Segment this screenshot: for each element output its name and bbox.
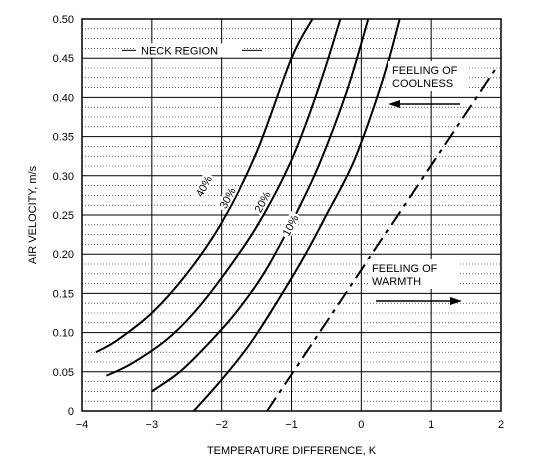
coolness-arrow	[388, 100, 460, 108]
y-tick-label: 0.35	[53, 132, 74, 144]
warmth-label-line2: WARMTH	[372, 276, 421, 288]
x-tick-label: −4	[76, 419, 89, 431]
tick-labels: 0 0.05 0.10 0.15 0.20 0.25 0.30 0.35 0.40 0.45 0.5…	[53, 14, 504, 431]
x-tick-label: 2	[498, 419, 504, 431]
curve-label-background	[192, 171, 216, 201]
curve-label-background	[278, 211, 302, 240]
series-line-10pct	[192, 18, 401, 412]
series-line-40pct	[95, 18, 314, 354]
coolness-label-line1: FEELING OF	[392, 65, 458, 77]
y-tick-label: 0.05	[53, 367, 74, 379]
neck-region-label-background	[136, 43, 242, 58]
warmth-arrow-head	[450, 297, 462, 305]
y-tick-label: 0.25	[53, 210, 74, 222]
series-line-30pct	[105, 18, 342, 377]
x-axis-label: TEMPERATURE DIFFERENCE, K	[207, 445, 377, 457]
x-tick-label: 0	[358, 419, 364, 431]
x-tick-label: −3	[146, 419, 159, 431]
series-line-dashed	[266, 65, 499, 412]
x-tick-label: 1	[428, 419, 434, 431]
y-tick-label: 0.15	[53, 288, 74, 300]
warmth-label-background	[368, 259, 460, 289]
neck-region-label: NECK REGION	[141, 45, 218, 57]
series-group	[95, 18, 499, 412]
x-tick-label: −2	[215, 419, 228, 431]
warmth-arrow	[376, 297, 462, 305]
curve-label-background	[215, 183, 239, 213]
y-axis-label: AIR VELOCITY, m/s	[27, 165, 39, 264]
warmth-label-line1: FEELING OF	[372, 263, 438, 275]
coolness-arrow-head	[388, 100, 400, 108]
series-line-20pct	[151, 18, 370, 393]
y-tick-label: 0.10	[53, 328, 74, 340]
y-tick-label: 0.20	[53, 249, 74, 261]
plot-frame	[81, 18, 502, 412]
y-tick-label: 0	[68, 406, 74, 418]
coolness-label-line2: COOLNESS	[392, 78, 453, 90]
y-tick-label: 0.30	[53, 171, 74, 183]
coolness-label-background	[388, 61, 468, 91]
y-tick-label: 0.40	[53, 92, 74, 104]
x-tick-label: −1	[285, 419, 298, 431]
y-tick-label: 0.50	[53, 14, 74, 26]
y-tick-label: 0.45	[53, 53, 74, 65]
curve-label-background	[250, 187, 274, 217]
